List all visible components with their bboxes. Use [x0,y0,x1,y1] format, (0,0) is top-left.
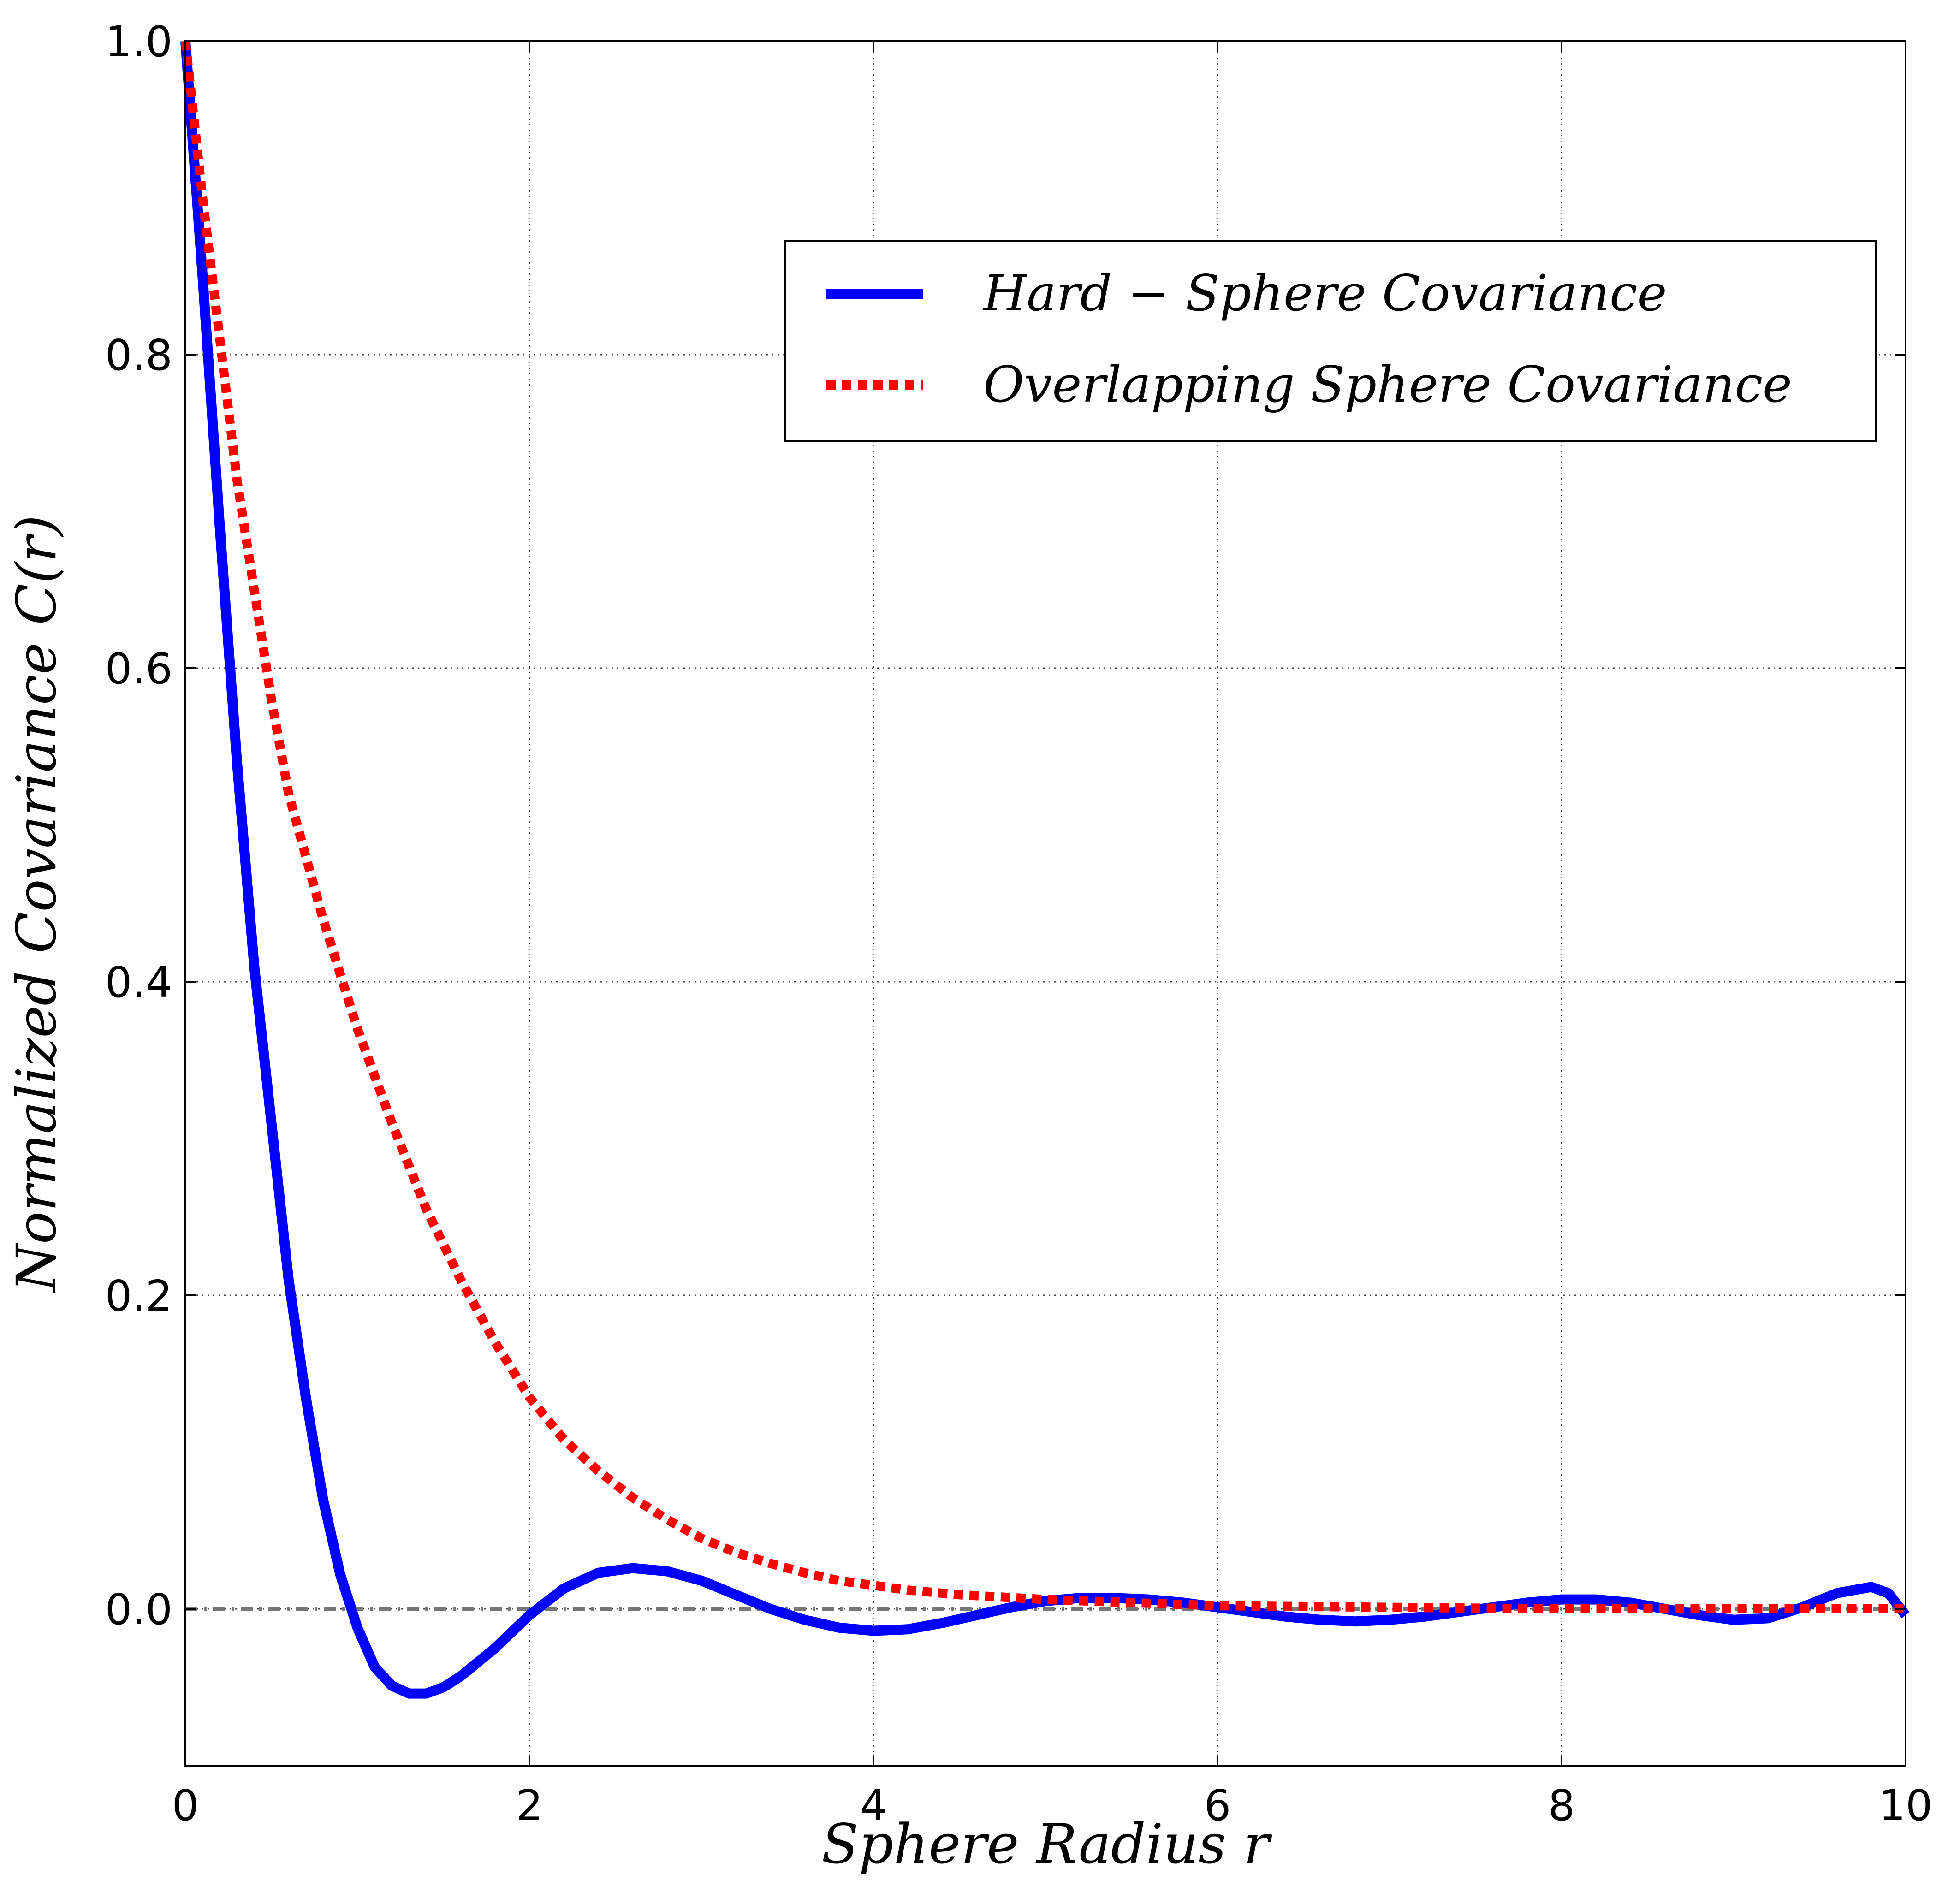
x-tick-label-4: 8 [1548,1781,1575,1830]
y-tick-label-5: 1.0 [105,17,172,66]
series-lines [180,40,1910,1699]
x-tick-label-0: 0 [172,1781,199,1830]
x-axis-title: Sphere Radius r [821,1812,1272,1876]
legend: Hard − Sphere Covariance Overlapping Sphe… [784,240,1877,442]
legend-label-1: Overlapping Sphere Covariance [983,356,1792,414]
y-tick-label-0: 0.0 [105,1585,172,1634]
legend-label-0: Hard − Sphere Covariance [982,265,1667,322]
plot-frame [184,40,1906,1767]
legend-box [784,240,1877,442]
x-tick-label-2: 4 [860,1781,887,1830]
y-tick-label-4: 0.8 [105,331,172,380]
y-tick-label-1: 0.2 [105,1271,172,1321]
x-tick-label-3: 6 [1204,1781,1231,1830]
series-line-0 [180,41,1910,1699]
y-axis-title: Normalized Covariance C(r) [5,515,68,1293]
y-tick-label-3: 0.6 [105,644,172,694]
x-tick-label-1: 2 [516,1781,543,1830]
axis-ticks: 0 2 4 6 8 10 0.0 0.2 0.4 0.6 0.8 1.0 [105,17,1933,1830]
x-tick-label-5: 10 [1878,1781,1932,1830]
series-line-1 [181,40,1906,1613]
y-tick-label-2: 0.4 [105,958,172,1007]
